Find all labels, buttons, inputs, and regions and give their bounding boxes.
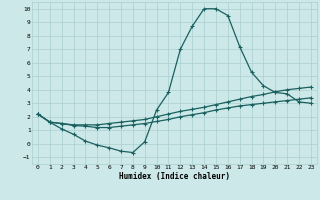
X-axis label: Humidex (Indice chaleur): Humidex (Indice chaleur) (119, 172, 230, 181)
